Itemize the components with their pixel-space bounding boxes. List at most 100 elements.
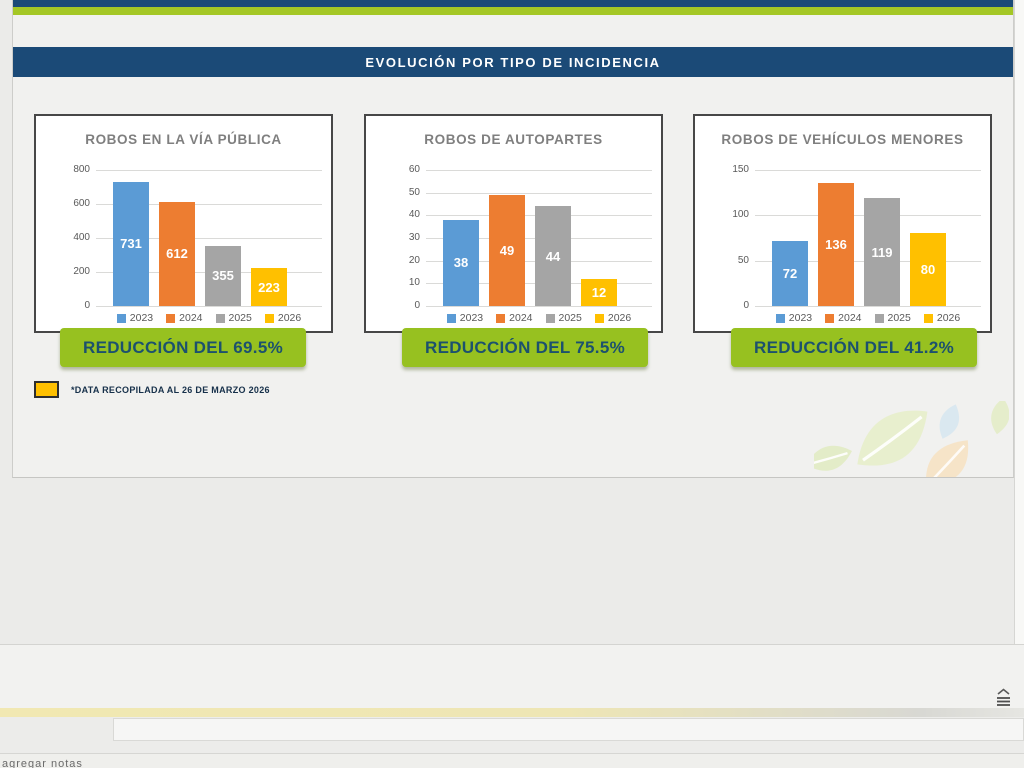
- bar-value-label: 355: [212, 268, 234, 284]
- legend-label: 2023: [788, 312, 813, 324]
- bar-value-label: 119: [871, 244, 893, 260]
- legend-item-2026: 2026: [594, 312, 632, 324]
- legend-swatch: [215, 313, 225, 323]
- y-axis-tick-label: 800: [73, 164, 90, 175]
- y-axis-tick-label: 20: [408, 254, 420, 266]
- legend-swatch: [594, 313, 604, 323]
- vertical-scrollbar[interactable]: [1014, 0, 1024, 645]
- legend-item-2024: 2024: [166, 312, 203, 324]
- reduction-badge-via-publica[interactable]: REDUCCIÓN DEL 69.5%: [60, 328, 306, 367]
- y-axis-tick-label: 60: [408, 164, 420, 175]
- notes-collapse-button[interactable]: [992, 686, 1014, 708]
- bar-2023: 72: [772, 240, 808, 306]
- section-banner[interactable]: EVOLUCIÓN POR TIPO DE INCIDENCIA: [13, 47, 1013, 77]
- footnote-color-swatch: [34, 381, 59, 398]
- bar-value-label: 612: [166, 246, 188, 262]
- bar-2024: 612: [159, 201, 195, 306]
- legend-label: 2025: [228, 312, 252, 324]
- legend-label: 2024: [838, 312, 862, 324]
- legend-swatch: [923, 313, 933, 323]
- horizontal-divider: [0, 753, 1024, 754]
- legend-item-2025: 2025: [874, 312, 911, 324]
- legend-swatch: [775, 313, 785, 323]
- y-axis-tick-label: 40: [408, 209, 420, 221]
- y-axis-tick-label: 0: [743, 300, 749, 311]
- footnote-text: *DATA RECOPILADA AL 26 DE MARZO 2026: [71, 384, 270, 395]
- bar-value-label: 136: [825, 236, 847, 252]
- legend-swatch: [874, 313, 884, 323]
- legend-item-2024: 2024: [496, 312, 533, 324]
- bar-2026: 223: [251, 268, 287, 306]
- y-axis-tick-label: 0: [84, 300, 90, 311]
- bar-value-label: 38: [453, 255, 469, 271]
- legend-label: 2024: [509, 312, 533, 324]
- chart-title: ROBOS DE AUTOPARTES: [424, 132, 603, 147]
- bar-2024: 136: [818, 182, 854, 306]
- legend-swatch: [264, 313, 274, 323]
- notes-input-box[interactable]: [113, 718, 1024, 741]
- bar-2025: 44: [535, 206, 571, 306]
- gridline: [755, 306, 981, 307]
- gridline: [426, 192, 652, 194]
- y-axis-tick-label: 50: [737, 254, 749, 266]
- y-axis-tick-label: 200: [73, 266, 90, 277]
- bar-value-label: 44: [545, 248, 561, 264]
- legend-swatch: [116, 313, 126, 323]
- bar-value-label: 12: [591, 284, 607, 300]
- legend-swatch: [825, 313, 835, 323]
- bar-2023: 731: [113, 181, 149, 306]
- chart-panel-autopartes[interactable]: ROBOS DE AUTOPARTES 0 10 20 30 40 50 60 38 49 44 1…: [364, 114, 663, 333]
- legend-item-2023: 2023: [775, 312, 813, 324]
- bar-2025: 355: [205, 245, 241, 306]
- chart-plot-area: 0 10 20 30 40 50 60 38 49 44 12: [409, 164, 652, 311]
- legend-item-2026: 2026: [264, 312, 302, 324]
- chart-title: ROBOS DE VEHÍCULOS MENORES: [721, 132, 964, 147]
- bar-2024: 49: [489, 194, 525, 306]
- legend-label: 2026: [607, 312, 632, 324]
- chart-panel-via-publica[interactable]: ROBOS EN LA VÍA PÚBLICA 0 200 400 600 800 731…: [34, 114, 333, 333]
- bar-value-label: 49: [499, 242, 515, 258]
- top-accent-bar: [13, 0, 1013, 7]
- chart-title: ROBOS EN LA VÍA PÚBLICA: [85, 132, 282, 147]
- legend-label: 2026: [277, 312, 302, 324]
- legend-label: 2026: [936, 312, 961, 324]
- legend-label: 2025: [558, 312, 582, 324]
- data-footnote: *DATA RECOPILADA AL 26 DE MARZO 2026: [34, 381, 270, 398]
- chart-plot-area: 0 50 100 150 72 136 119 80: [732, 164, 981, 311]
- reduction-badge-autopartes[interactable]: REDUCCIÓN DEL 75.5%: [402, 328, 648, 367]
- slide-canvas[interactable]: EVOLUCIÓN POR TIPO DE INCIDENCIA ROBOS E…: [12, 0, 1014, 478]
- legend-swatch: [166, 313, 176, 323]
- legend-item-2025: 2025: [545, 312, 582, 324]
- chart-legend: 2023 2024 2025 2026: [426, 312, 652, 324]
- bar-2023: 38: [443, 219, 479, 306]
- bar-2026: 12: [581, 278, 617, 306]
- green-accent-stripe: [13, 7, 1013, 15]
- section-banner-title: EVOLUCIÓN POR TIPO DE INCIDENCIA: [365, 54, 661, 70]
- legend-item-2023: 2023: [116, 312, 154, 324]
- bar-2026: 80: [910, 233, 946, 306]
- legend-item-2023: 2023: [446, 312, 483, 324]
- y-axis-tick-label: 400: [73, 232, 90, 243]
- y-axis-tick-label: 0: [414, 300, 420, 311]
- legend-label: 2024: [179, 312, 203, 324]
- legend-swatch: [446, 313, 456, 323]
- horizontal-divider: [0, 644, 1024, 645]
- chart-legend: 2023 2024 2025 2026: [755, 312, 981, 324]
- chart-panel-vehiculos-menores[interactable]: ROBOS DE VEHÍCULOS MENORES 0 50 100 150 72 13…: [693, 114, 992, 333]
- legend-label: 2023: [129, 312, 154, 324]
- legend-swatch: [545, 313, 555, 323]
- y-axis-tick-label: 100: [732, 209, 749, 221]
- gridline: [96, 238, 322, 239]
- gridline: [96, 204, 322, 205]
- gridline: [426, 170, 652, 171]
- reduction-badge-vehiculos-menores[interactable]: REDUCCIÓN DEL 41.2%: [731, 328, 977, 367]
- bar-value-label: 223: [258, 279, 280, 295]
- highlight-gradient-strip: [0, 708, 1024, 717]
- legend-item-2025: 2025: [215, 312, 252, 324]
- bar-2025: 119: [864, 198, 900, 306]
- y-axis-tick-label: 600: [73, 198, 90, 209]
- chart-plot-area: 0 200 400 600 800 731 612 355 223: [73, 164, 322, 311]
- bar-value-label: 72: [782, 265, 798, 281]
- lower-panel-background: [0, 645, 1024, 708]
- chart-legend: 2023 2024 2025 2026: [96, 312, 322, 324]
